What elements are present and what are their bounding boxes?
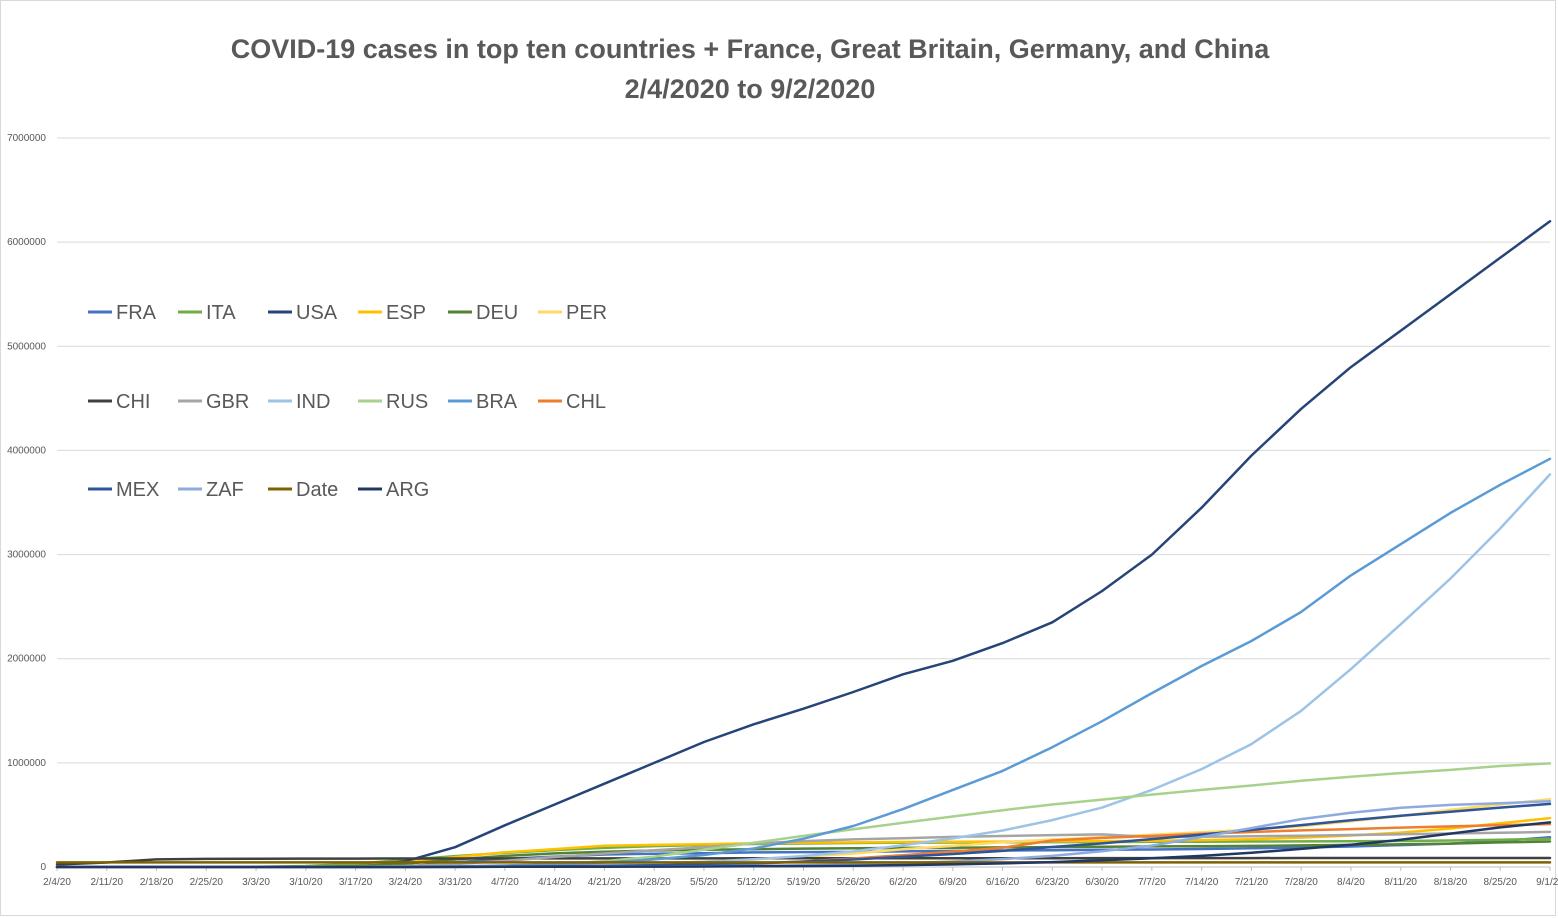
x-axis: 2/4/20 2/11/20 2/18/20 2/25/20 3/3/20 3/10/20… — [43, 867, 1558, 888]
y-tick-label: 2000000 — [7, 654, 46, 665]
chart-subtitle: 2/4/2020 to 9/2/2020 — [624, 74, 876, 104]
legend-label-rus: RUS — [386, 391, 428, 413]
x-tick-label: 5/26/20 — [837, 877, 871, 888]
legend: FRA ITA USA ESP DEU PER CHI GBR IND RUS BRA CHL MEX Z… — [88, 302, 607, 501]
x-tick-label: 4/28/20 — [638, 877, 672, 888]
x-tick-label: 3/24/20 — [389, 877, 423, 888]
y-tick-label: 4000000 — [7, 445, 46, 456]
legend-label-date: Date — [296, 479, 338, 501]
chart-title: COVID-19 cases in top ten countries + Fr… — [230, 34, 1270, 64]
x-tick-label: 5/5/20 — [690, 877, 718, 888]
legend-label-mex: MEX — [116, 479, 159, 501]
legend-label-esp: ESP — [386, 302, 426, 324]
x-tick-label: 7/28/20 — [1284, 877, 1318, 888]
x-tick-label: 4/21/20 — [588, 877, 622, 888]
x-tick-label: 2/11/20 — [90, 877, 123, 888]
legend-label-fra: FRA — [116, 302, 157, 324]
legend-label-bra: BRA — [476, 391, 518, 413]
x-tick-label: 7/14/20 — [1185, 877, 1219, 888]
series-lines — [55, 220, 1552, 869]
legend-label-deu: DEU — [476, 302, 518, 324]
legend-label-arg: ARG — [386, 479, 429, 501]
x-tick-label: 6/23/20 — [1036, 877, 1070, 888]
x-tick-label: 2/4/20 — [43, 877, 71, 888]
legend-label-per: PER — [566, 302, 607, 324]
series-line-bra — [55, 457, 1552, 869]
legend-label-usa: USA — [296, 302, 338, 324]
x-tick-label: 3/3/20 — [242, 877, 270, 888]
y-tick-label: 7000000 — [7, 133, 46, 144]
y-axis: 0 1000000 2000000 3000000 4000000 5000000 6000… — [7, 133, 46, 873]
legend-label-ind: IND — [296, 391, 330, 413]
x-tick-label: 8/25/20 — [1484, 877, 1518, 888]
x-tick-label: 7/21/20 — [1235, 877, 1269, 888]
series-line-arg — [55, 821, 1552, 869]
y-tick-label: 3000000 — [7, 550, 46, 561]
x-tick-label: 3/31/20 — [438, 877, 472, 888]
x-tick-label: 6/30/20 — [1085, 877, 1119, 888]
x-tick-label: 8/11/20 — [1384, 877, 1417, 888]
x-tick-label: 8/18/20 — [1434, 877, 1468, 888]
x-tick-label: 2/25/20 — [190, 877, 224, 888]
x-tick-label: 6/16/20 — [986, 877, 1020, 888]
x-tick-label: 9/1/20 — [1536, 877, 1558, 888]
x-tick-label: 3/17/20 — [339, 877, 373, 888]
legend-label-chi: CHI — [116, 391, 150, 413]
x-tick-label: 7/7/20 — [1138, 877, 1166, 888]
legend-label-ita: ITA — [206, 302, 236, 324]
series-line-ind — [55, 473, 1552, 869]
gridlines — [57, 137, 1550, 868]
x-tick-label: 2/18/20 — [140, 877, 174, 888]
y-tick-label: 0 — [40, 862, 46, 873]
x-tick-label: 8/4/20 — [1337, 877, 1365, 888]
legend-label-gbr: GBR — [206, 391, 249, 413]
y-tick-label: 6000000 — [7, 237, 46, 248]
x-tick-label: 4/14/20 — [538, 877, 572, 888]
y-tick-label: 5000000 — [7, 341, 46, 352]
series-line-chi — [55, 856, 1552, 866]
x-tick-label: 5/12/20 — [737, 877, 771, 888]
x-tick-label: 5/19/20 — [787, 877, 821, 888]
legend-label-zaf: ZAF — [206, 479, 244, 501]
x-tick-label: 3/10/20 — [289, 877, 323, 888]
series-line-usa — [55, 220, 1552, 869]
legend-label-chl: CHL — [566, 391, 606, 413]
x-tick-label: 4/7/20 — [491, 877, 519, 888]
x-tick-label: 6/9/20 — [939, 877, 967, 888]
x-tick-label: 6/2/20 — [889, 877, 917, 888]
y-tick-label: 1000000 — [7, 758, 46, 769]
